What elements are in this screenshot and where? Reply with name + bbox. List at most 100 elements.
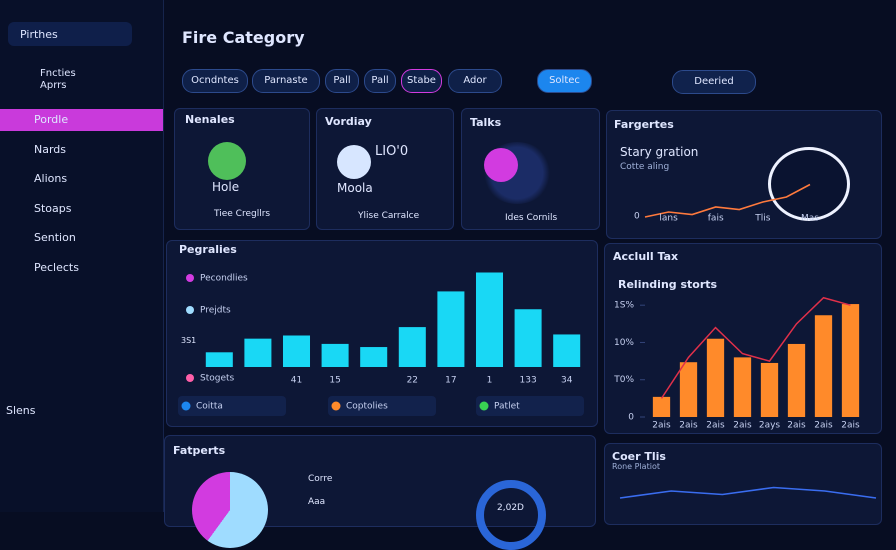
chip [476,396,584,416]
legend-dot [186,374,194,382]
page-title: Fire Category [182,28,305,47]
donut-label: 2,02D [497,503,524,513]
y-tick-label: T0% [613,375,634,385]
x-tick-label: lans [659,214,678,224]
chip-label: Coitta [196,402,223,412]
bar [398,327,426,367]
bar [706,338,725,417]
legend-label: Stogets [200,374,235,384]
chip-dot [479,401,489,411]
chip-dot [331,401,341,411]
card-title: Acclull Tax [613,250,679,263]
bar [652,396,671,417]
x-tick-label: 41 [291,376,302,386]
x-tick-label: 2ais [787,421,806,431]
bar [760,362,779,417]
y-tick-label: 0 [628,413,634,423]
filter-chip[interactable]: Pall [364,69,396,93]
bar [841,304,860,417]
x-tick-label: 22 [407,376,418,386]
bar [321,343,349,367]
x-tick-label: 2ais [814,421,833,431]
card-subtitle: Relinding storts [618,278,718,291]
bar [282,335,311,367]
filter-chip[interactable]: Ador [448,69,502,93]
x-tick-label: 17 [445,376,456,386]
sidebar [0,0,164,512]
filter-chip[interactable]: Stabe [401,69,442,93]
filter-chip[interactable]: Soltec [537,69,592,93]
nav-item[interactable]: Peclects [34,260,79,274]
nav-group: Aprrs [40,80,67,91]
nav-item[interactable]: Sention [34,231,76,244]
gauge-ring [768,147,850,221]
x-tick-label: fais [708,214,724,224]
x-tick-label: Mas [801,214,819,224]
nav-active[interactable] [0,109,163,131]
card-title: Pegralies [179,243,237,256]
x-tick-label: 2ais [733,421,752,431]
x-tick-label: 2ais [652,421,671,431]
search-box[interactable] [8,22,132,46]
chip-dot [181,401,191,411]
avatar [337,145,371,179]
bar [475,272,504,367]
nav-item[interactable]: Nards [34,142,67,156]
avatar [208,142,246,180]
legend-dot [186,306,194,314]
x-tick-label: 34 [561,376,573,386]
card-title: Nenales [185,113,235,126]
x-tick-label: 133 [520,376,537,386]
line [660,296,851,399]
card-tag: Tiee Cregllrs [214,209,271,219]
bar [437,291,465,367]
bar [514,309,542,367]
nav-item[interactable]: Stoaps [34,201,72,215]
bar [733,357,752,417]
y-tick-label: 0 [634,212,640,222]
card-subtitle: Rone Platiot [612,462,660,471]
card-tag: Ides Cornils [505,213,558,223]
chip-label: Coptolies [346,402,388,412]
chip-label: Patlet [494,402,520,412]
nav-item[interactable]: Alions [34,172,68,185]
card-title: Vordiay [325,115,372,128]
card-title: Fargertes [614,118,674,131]
y-axis-label: 3S1 [181,336,197,345]
line [619,486,877,499]
legend-dot [186,274,194,282]
sidebar-footer: Slens [6,404,36,417]
card-name: Hole [212,180,240,194]
filter-chip[interactable]: Parnaste [252,69,320,93]
card [604,443,882,525]
x-tick-label: 2ays [759,421,781,431]
bar [787,343,806,417]
nav-item[interactable]: Pordle [34,113,69,126]
dropdown-text: Deeried [694,76,734,87]
card-subtitle: Stary gration [620,145,699,159]
bar [205,352,233,367]
bar [244,338,272,367]
card-title: Talks [470,116,502,129]
x-tick-label: 1 [487,376,493,386]
bar [553,334,581,367]
y-tick-label: 1S% [614,301,634,311]
card-caption: Cotte aling [620,162,670,172]
label: Aaa [308,497,326,507]
legend-label: Prejdts [200,306,231,316]
filter-chip[interactable]: Pall [325,69,359,93]
dropdown[interactable]: Deeried [672,70,756,94]
legend-label: Pecondlies [200,274,248,284]
x-tick-label: 2ais [706,421,725,431]
search-text: Pirthes [20,28,58,41]
x-tick-label: Tlis [754,214,770,224]
filter-chip[interactable]: Ocndntes [182,69,248,93]
card-value: LIO'0 [375,144,409,159]
nav-group: Fncties [40,68,76,79]
bar [814,315,833,417]
x-tick-label: 15 [329,376,340,386]
x-tick-label: 2ais [679,421,698,431]
card-title: Coer Tlis [612,450,666,463]
label: Corre [308,474,333,484]
